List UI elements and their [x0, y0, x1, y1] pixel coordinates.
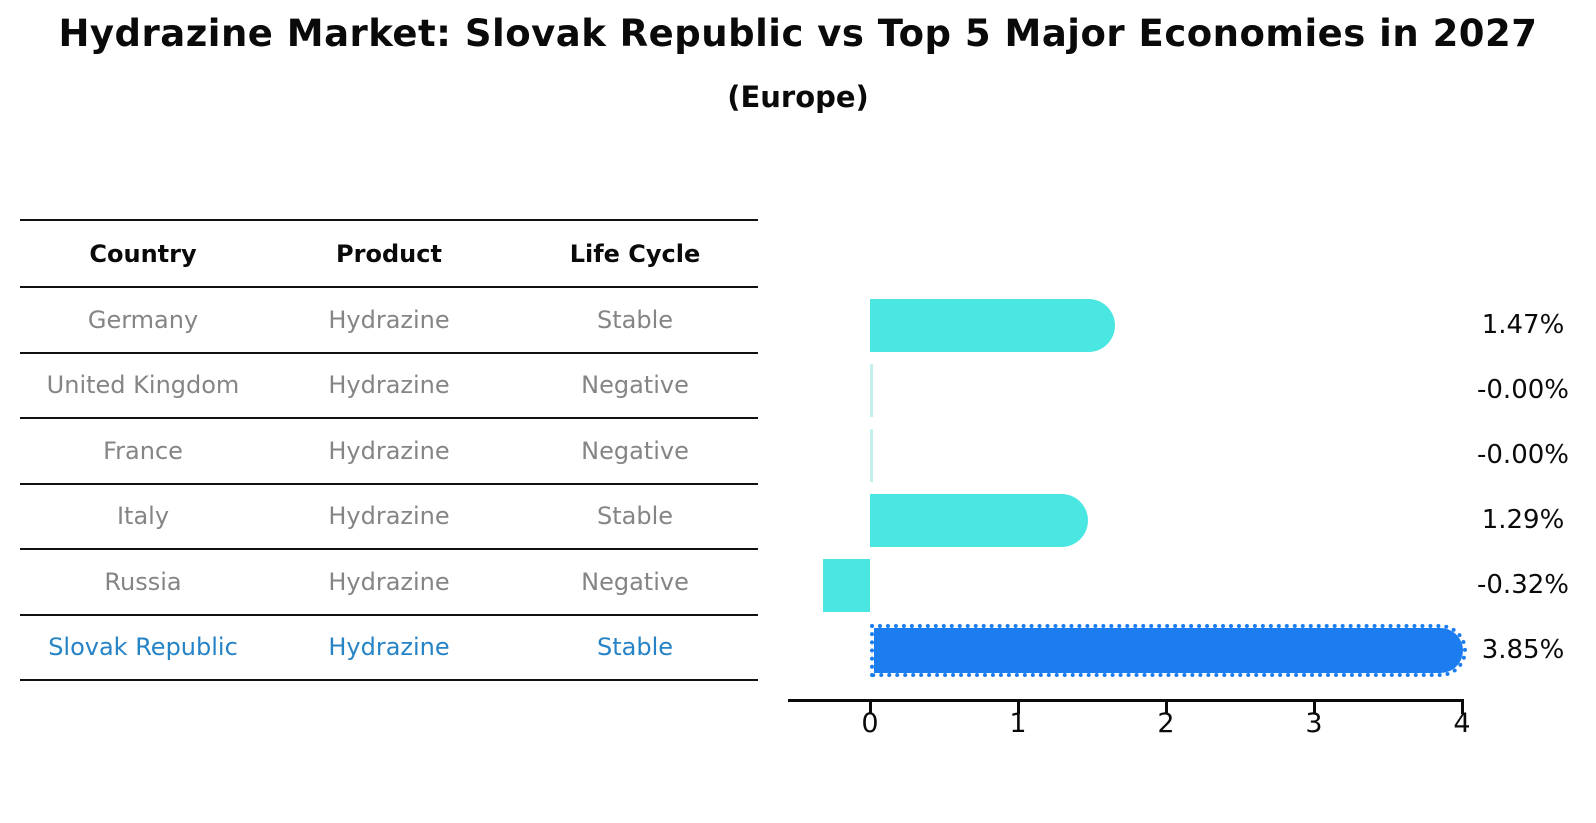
header-cell-country: Country	[89, 239, 197, 268]
table-row: Russia Hydrazine Negative	[20, 550, 758, 616]
table-cell-life-cycle: Negative	[581, 371, 689, 400]
table-cell-country: Italy	[116, 502, 170, 531]
value-label: 3.85%	[1481, 635, 1565, 665]
table-cell-country: Russia	[104, 567, 182, 596]
table-cell-country: United Kingdom	[46, 371, 240, 400]
table-cell-country: Slovak Republic	[48, 633, 238, 662]
chart-subtitle: (Europe)	[727, 80, 869, 114]
bar-united-kingdom	[870, 363, 873, 417]
header-cell-product: Product	[336, 239, 442, 268]
table-cell-life-cycle: Negative	[581, 567, 689, 596]
x-axis-tick-label: 1	[1009, 708, 1027, 739]
table-row: Italy Hydrazine Stable	[20, 485, 758, 550]
table-cell-life-cycle: Stable	[596, 305, 674, 334]
x-axis-tick	[1460, 702, 1464, 714]
chart-title: Hydrazine Market: Slovak Republic vs Top…	[58, 12, 1538, 55]
x-axis-tick-label: 0	[861, 708, 879, 739]
x-axis-tick-label: 3	[1305, 708, 1323, 739]
table-cell-country: France	[103, 436, 183, 465]
table-cell-product: Hydrazine	[328, 502, 450, 531]
bar-slovak-republic	[870, 623, 1467, 677]
table-header-row: Country Product Life Cycle	[20, 221, 758, 288]
x-axis-tick	[868, 702, 872, 714]
table-cell-product: Hydrazine	[328, 436, 450, 465]
table-cell-product: Hydrazine	[328, 567, 450, 596]
table-row: Germany Hydrazine Stable	[20, 288, 758, 354]
table-row: Slovak Republic Hydrazine Stable	[20, 616, 758, 681]
bar-france	[870, 428, 873, 482]
value-label: -0.32%	[1477, 570, 1569, 600]
table-cell-life-cycle: Stable	[596, 502, 674, 531]
table-cell-product: Hydrazine	[328, 633, 450, 662]
table-cell-product: Hydrazine	[328, 305, 450, 334]
value-label: 1.29%	[1481, 505, 1565, 535]
table-body: Germany Hydrazine Stable United Kingdom Hydr…	[20, 288, 758, 681]
bar-italy	[870, 493, 1088, 547]
value-label: -0.00%	[1477, 440, 1569, 470]
bar-germany	[870, 298, 1115, 352]
table-row: United Kingdom Hydrazine Negative	[20, 354, 758, 419]
value-label: 1.47%	[1481, 310, 1565, 340]
country-table: Country Product Life Cycle Germany Hydraz…	[20, 219, 758, 681]
table-cell-life-cycle: Stable	[596, 633, 674, 662]
value-label: -0.00%	[1477, 375, 1569, 405]
bar-russia	[822, 558, 870, 612]
table-cell-life-cycle: Negative	[581, 436, 689, 465]
x-axis-tick	[1312, 702, 1316, 714]
x-axis-tick	[1016, 702, 1020, 714]
x-axis-line	[788, 699, 1464, 702]
table-cell-country: Germany	[87, 305, 199, 334]
x-axis-tick	[1164, 702, 1168, 714]
table-cell-product: Hydrazine	[328, 371, 450, 400]
table-row: France Hydrazine Negative	[20, 419, 758, 485]
x-axis-tick-label: 4	[1453, 708, 1471, 739]
x-axis-tick-label: 2	[1157, 708, 1175, 739]
header-cell-life-cycle: Life Cycle	[569, 239, 701, 268]
